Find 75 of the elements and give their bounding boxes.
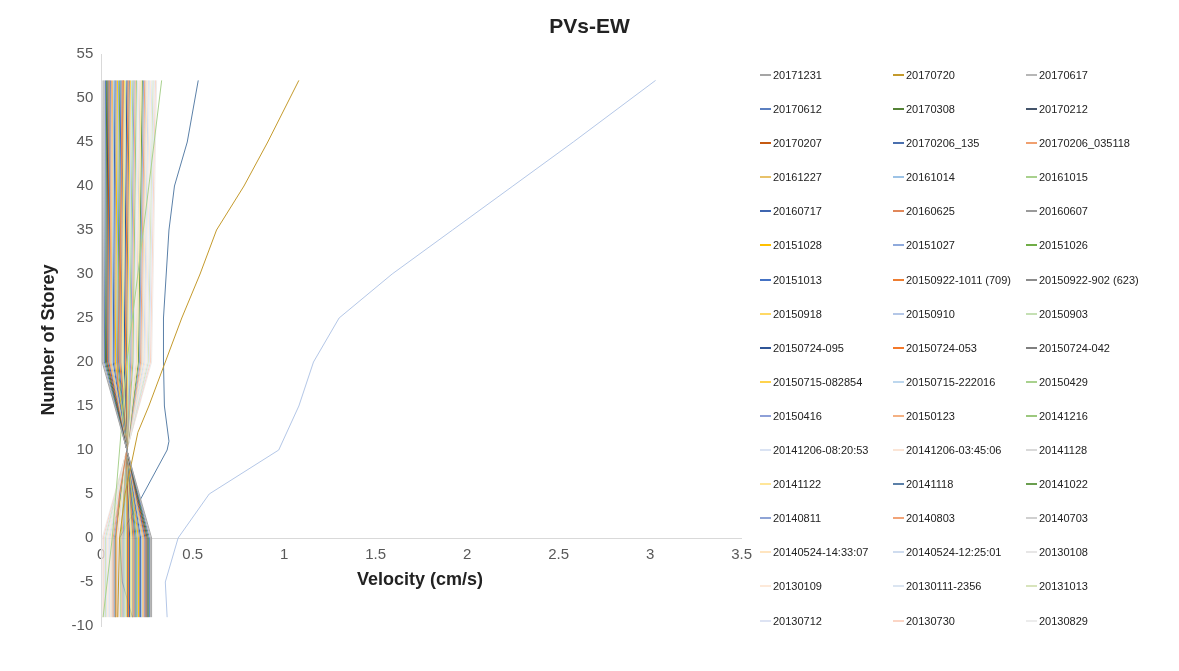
y-tick-label: 20 <box>76 352 94 370</box>
y-tick-label: 40 <box>76 176 94 194</box>
legend-label: 20160625 <box>906 205 955 218</box>
legend-label: 20141122 <box>773 478 822 491</box>
x-tick-label: 2 <box>462 545 472 563</box>
legend-label: 20170206_035118 <box>1039 137 1130 150</box>
legend-label: 20161014 <box>906 171 955 184</box>
legend-label: 20170617 <box>1039 69 1088 81</box>
legend-label: 20150416 <box>773 409 822 422</box>
y-tick-label: 15 <box>76 396 94 414</box>
legend-label: 20140524-14:33:07 <box>773 546 869 559</box>
legend-label: 20130111-2356 <box>906 580 982 593</box>
legend-label: 20151026 <box>1039 239 1088 252</box>
legend-label: 20170212 <box>1039 103 1088 116</box>
x-tick-label: 3.5 <box>731 545 752 563</box>
legend-label: 20150724-053 <box>906 341 977 354</box>
legend-label: 20150918 <box>773 307 822 320</box>
legend-label: 20160607 <box>1039 205 1088 218</box>
legend-label: 20171231 <box>773 69 822 81</box>
legend-label: 20141216 <box>1039 409 1088 422</box>
legend-label: 20140811 <box>773 512 822 525</box>
legend-label: 20130712 <box>773 614 822 627</box>
y-tick-label: 10 <box>76 440 94 458</box>
legend-label: 20170612 <box>773 103 822 116</box>
x-tick-label: 2.5 <box>548 545 570 563</box>
x-axis-title: Velocity (cm/s) <box>355 569 485 590</box>
legend-label: 20140524-12:25:01 <box>906 546 1002 559</box>
legend-label: 20141022 <box>1039 478 1088 491</box>
legend-label: 20170207 <box>773 137 822 150</box>
legend-label: 20161227 <box>773 171 822 184</box>
x-tick-label: 0.5 <box>182 545 204 563</box>
legend-label: 20150123 <box>906 409 955 422</box>
legend-label: 20170720 <box>906 69 955 81</box>
legend-label: 20141206-08:20:53 <box>773 444 869 457</box>
legend-label: 20130730 <box>906 614 955 627</box>
y-axis-title: Number of Storey <box>37 264 58 416</box>
legend-label: 20140803 <box>906 512 955 525</box>
legend-label: 20150724-095 <box>773 341 844 354</box>
y-tick-label: 5 <box>84 484 94 502</box>
x-tick-label: 1.5 <box>365 545 387 563</box>
y-tick-label: 25 <box>76 308 94 326</box>
legend-label: 20151013 <box>773 273 822 286</box>
legend-label: 20160717 <box>773 205 822 218</box>
legend-label: 20140703 <box>1039 512 1088 525</box>
y-tick-label: 45 <box>76 132 94 150</box>
legend-label: 20141206-03:45:06 <box>906 444 1002 457</box>
legend-label: 20150429 <box>1039 375 1088 388</box>
chart-title: PVs-EW <box>548 14 631 38</box>
y-tick-label: 0 <box>84 528 94 546</box>
legend-label: 20150724-042 <box>1039 341 1110 354</box>
legend-label: 20130829 <box>1039 614 1088 627</box>
legend-label: 20150922-902 (623) <box>1039 273 1139 286</box>
legend-label: 20150715-222016 <box>906 375 996 388</box>
y-tick-label: -5 <box>79 572 94 590</box>
legend-label: 20150910 <box>906 307 955 320</box>
y-tick-label: 55 <box>76 44 94 62</box>
legend-label: 20151028 <box>773 239 822 252</box>
y-tick-label: 30 <box>76 264 94 282</box>
legend-label: 20131013 <box>1039 580 1088 593</box>
legend-label: 20141118 <box>906 478 954 491</box>
legend-label: 20170308 <box>906 103 955 116</box>
legend-label: 20130108 <box>1039 546 1088 559</box>
legend-label: 20170206_135 <box>906 137 980 150</box>
x-tick-label: 3 <box>645 545 655 563</box>
y-tick-label: -10 <box>71 616 94 634</box>
legend-label: 20161015 <box>1039 171 1088 184</box>
legend-label: 20141128 <box>1039 444 1088 457</box>
y-tick-label: 35 <box>76 220 94 238</box>
y-tick-label: 50 <box>76 88 94 106</box>
legend-label: 20150903 <box>1039 307 1088 320</box>
legend-label: 20130109 <box>773 580 822 593</box>
legend-label: 20151027 <box>906 239 955 252</box>
x-tick-label: 1 <box>280 545 289 563</box>
legend-label: 20150715-082854 <box>773 375 863 388</box>
legend-label: 20150922-1011 (709) <box>906 273 1011 286</box>
